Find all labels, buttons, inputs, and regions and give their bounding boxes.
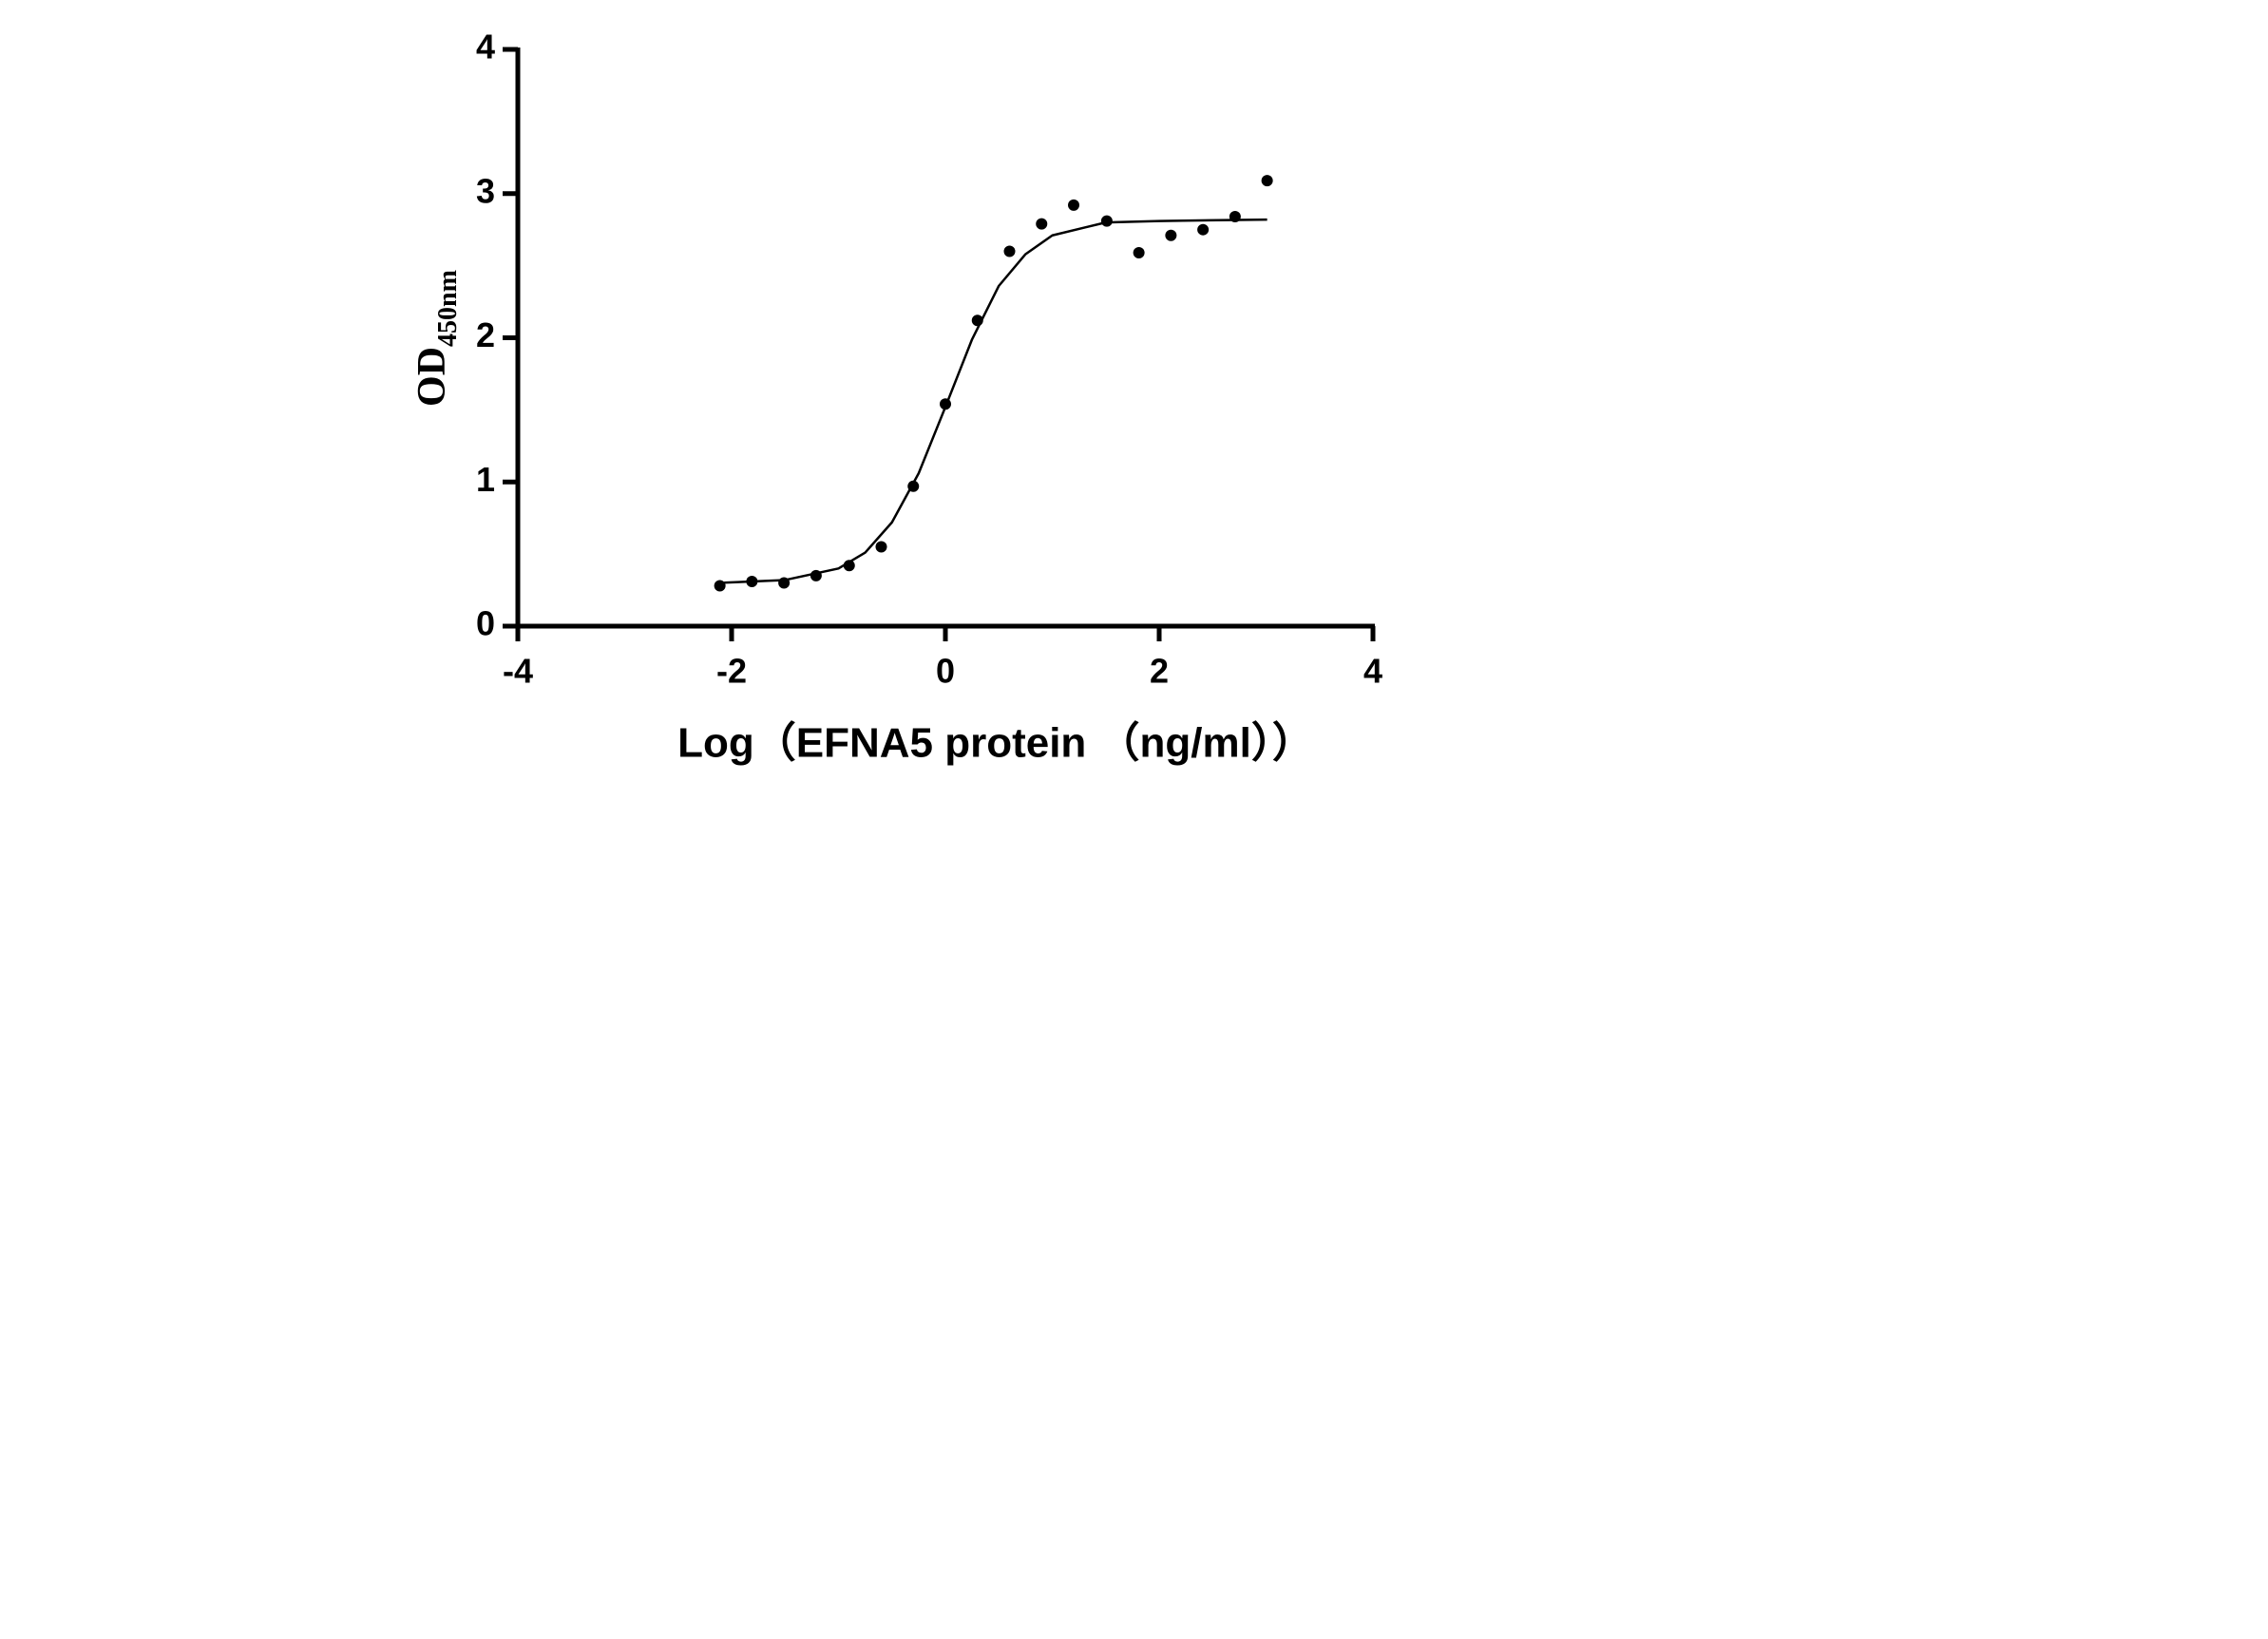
y-axis-label: OD450nm bbox=[410, 270, 463, 407]
x-tick-label: -2 bbox=[716, 652, 747, 691]
data-point bbox=[875, 541, 887, 553]
data-point bbox=[1197, 223, 1210, 236]
data-point bbox=[1036, 218, 1048, 230]
data-point bbox=[1100, 215, 1113, 227]
data-point bbox=[1165, 229, 1177, 241]
x-tick-label: 4 bbox=[1363, 652, 1382, 691]
data-point bbox=[1261, 175, 1273, 187]
y-axis-label-main: OD bbox=[410, 347, 454, 407]
y-tick-label: 4 bbox=[476, 28, 495, 67]
y-tick-label: 3 bbox=[476, 171, 495, 210]
fit-curve bbox=[719, 218, 1267, 584]
y-tick-label: 2 bbox=[476, 315, 495, 354]
x-tick-label: -4 bbox=[503, 652, 533, 691]
data-point bbox=[1133, 246, 1145, 258]
y-axis-label-sub: 450nm bbox=[433, 270, 463, 347]
x-axis-label: Log（EFNA5 protein （ng/ml）） bbox=[677, 720, 1314, 767]
data-point bbox=[1003, 245, 1016, 257]
x-tick-label: 0 bbox=[936, 652, 955, 691]
x-tick-label: 2 bbox=[1150, 652, 1169, 691]
y-tick-label: 0 bbox=[476, 604, 495, 643]
y-tick-label: 1 bbox=[476, 460, 495, 499]
data-point bbox=[1068, 199, 1079, 211]
